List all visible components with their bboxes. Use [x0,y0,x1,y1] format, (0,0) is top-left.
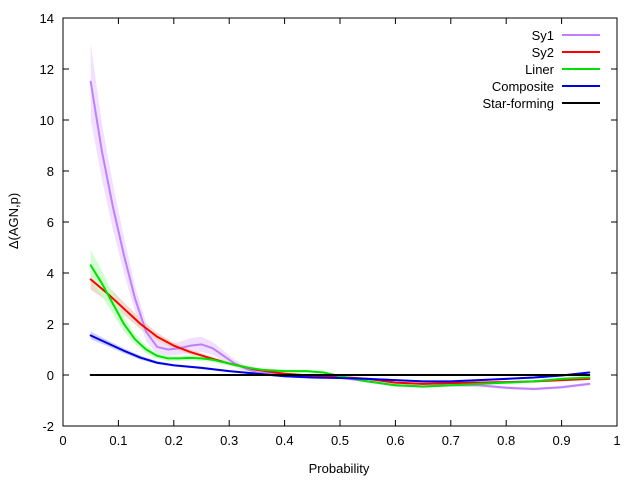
x-tick-label: 1 [613,433,620,448]
legend: Sy1 Sy2 Liner Composite Star-forming [482,28,600,111]
series-lines [89,80,591,391]
x-tick-label: 0.8 [497,433,515,448]
legend-label-sy1: Sy1 [532,28,554,43]
legend-label-star-forming: Star-forming [482,96,554,111]
y-tick-label: 8 [47,164,54,179]
series-line-liner [89,264,591,388]
y-tick-label: 10 [40,113,54,128]
x-tick-label: 0.5 [331,433,349,448]
x-axis-label: Probability [309,461,370,476]
y-tick-label: -2 [42,419,54,434]
y-tick-label: 0 [47,368,54,383]
x-tick-label: 0.1 [109,433,127,448]
y-tick-label: 6 [47,215,54,230]
legend-label-sy2: Sy2 [532,45,554,60]
x-tick-label: 0.6 [386,433,404,448]
y-tick-label: 4 [47,266,54,281]
x-tick-label: 0.2 [165,433,183,448]
x-tick-label: 0.9 [553,433,571,448]
legend-label-liner: Liner [525,62,555,77]
y-tick-label: 14 [40,11,54,26]
y-tick-label: 12 [40,62,54,77]
series-line-composite [89,334,591,383]
y-tick-label: 2 [47,317,54,332]
legend-label-composite: Composite [492,79,554,94]
x-tick-label: 0.3 [220,433,238,448]
x-tick-label: 0 [59,433,66,448]
y-axis-label: Δ(AGN,p) [6,193,21,249]
x-tick-label: 0.7 [442,433,460,448]
x-tick-label: 0.4 [276,433,294,448]
axis-ticks: 0 0.1 0.2 0.3 0.4 0.5 0.6 0.7 0.8 0.9 1 -2 0 2 4 6 8 10 12… [40,11,621,448]
